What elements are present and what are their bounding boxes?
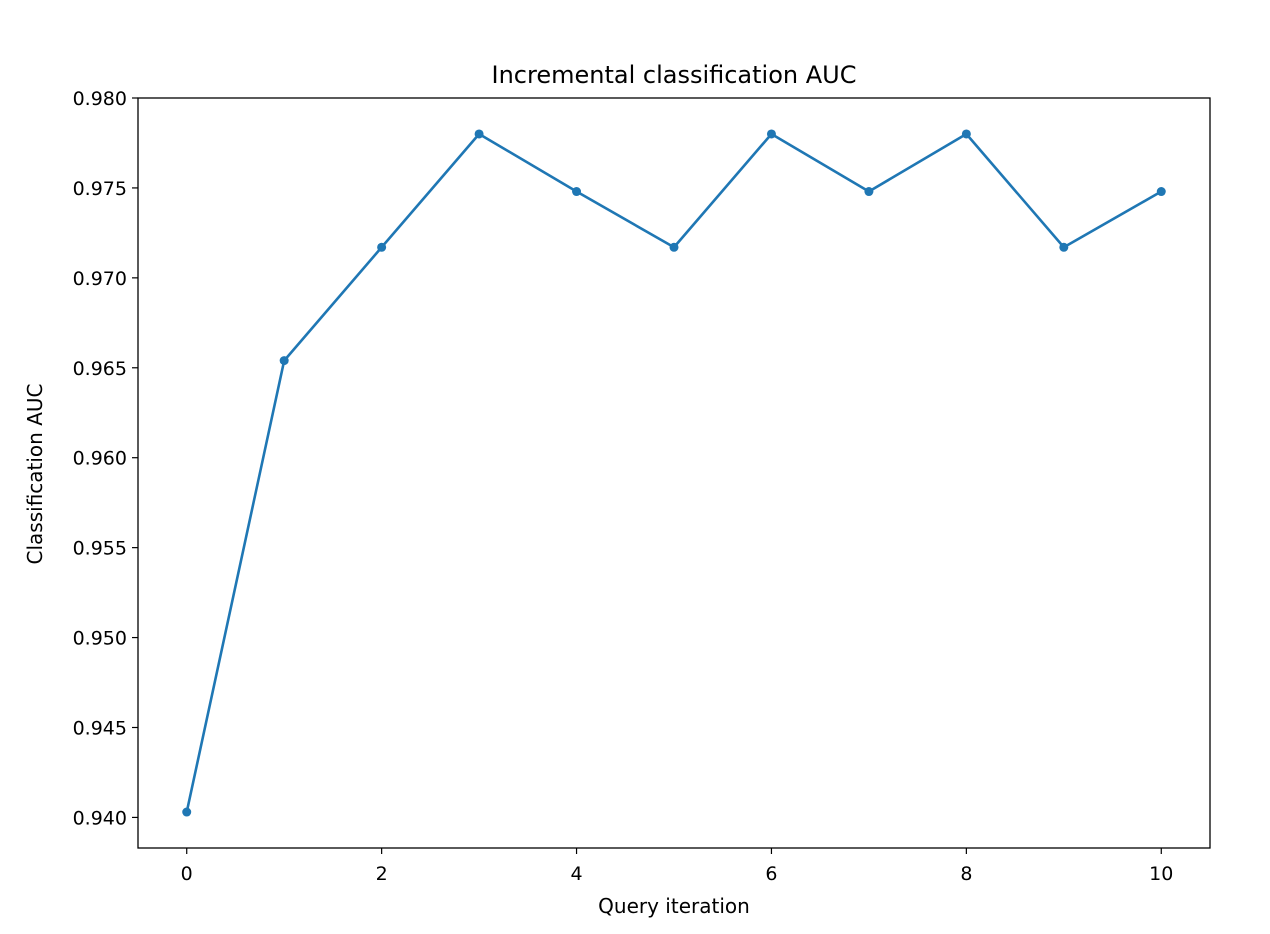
y-tick-label: 0.940 <box>73 807 127 829</box>
data-point <box>1059 242 1069 252</box>
x-axis-title: Query iteration <box>598 894 750 918</box>
data-point <box>961 129 971 139</box>
data-point <box>766 129 776 139</box>
y-tick-label: 0.950 <box>73 628 127 650</box>
data-point <box>279 356 289 366</box>
x-tick-label: 4 <box>570 863 582 885</box>
data-point <box>377 242 387 252</box>
data-point <box>474 129 484 139</box>
y-tick-label: 0.955 <box>73 538 127 560</box>
y-tick-label: 0.970 <box>73 268 127 290</box>
data-point <box>864 187 874 197</box>
y-tick-label: 0.945 <box>73 717 127 739</box>
y-tick-label: 0.975 <box>73 178 127 200</box>
y-tick-label: 0.980 <box>73 88 127 110</box>
y-tick-label: 0.960 <box>73 448 127 470</box>
plot-area: 0 2 4 6 8 10 0.940 0.945 0.950 0.955 0.960 0.965 0.9… <box>73 88 1211 885</box>
x-tick-label: 0 <box>181 863 193 885</box>
y-axis-title: Classification AUC <box>23 384 47 565</box>
x-tick-label: 10 <box>1149 863 1173 885</box>
x-tick-label: 6 <box>765 863 777 885</box>
data-point <box>182 807 192 817</box>
axes-frame <box>137 97 1211 849</box>
data-point <box>572 187 582 197</box>
chart-title: Incremental classification AUC <box>492 61 857 89</box>
data-point <box>1156 187 1166 197</box>
x-tick-label: 8 <box>960 863 972 885</box>
x-tick-label: 2 <box>376 863 388 885</box>
y-tick-label: 0.965 <box>73 358 127 380</box>
data-point <box>669 242 679 252</box>
